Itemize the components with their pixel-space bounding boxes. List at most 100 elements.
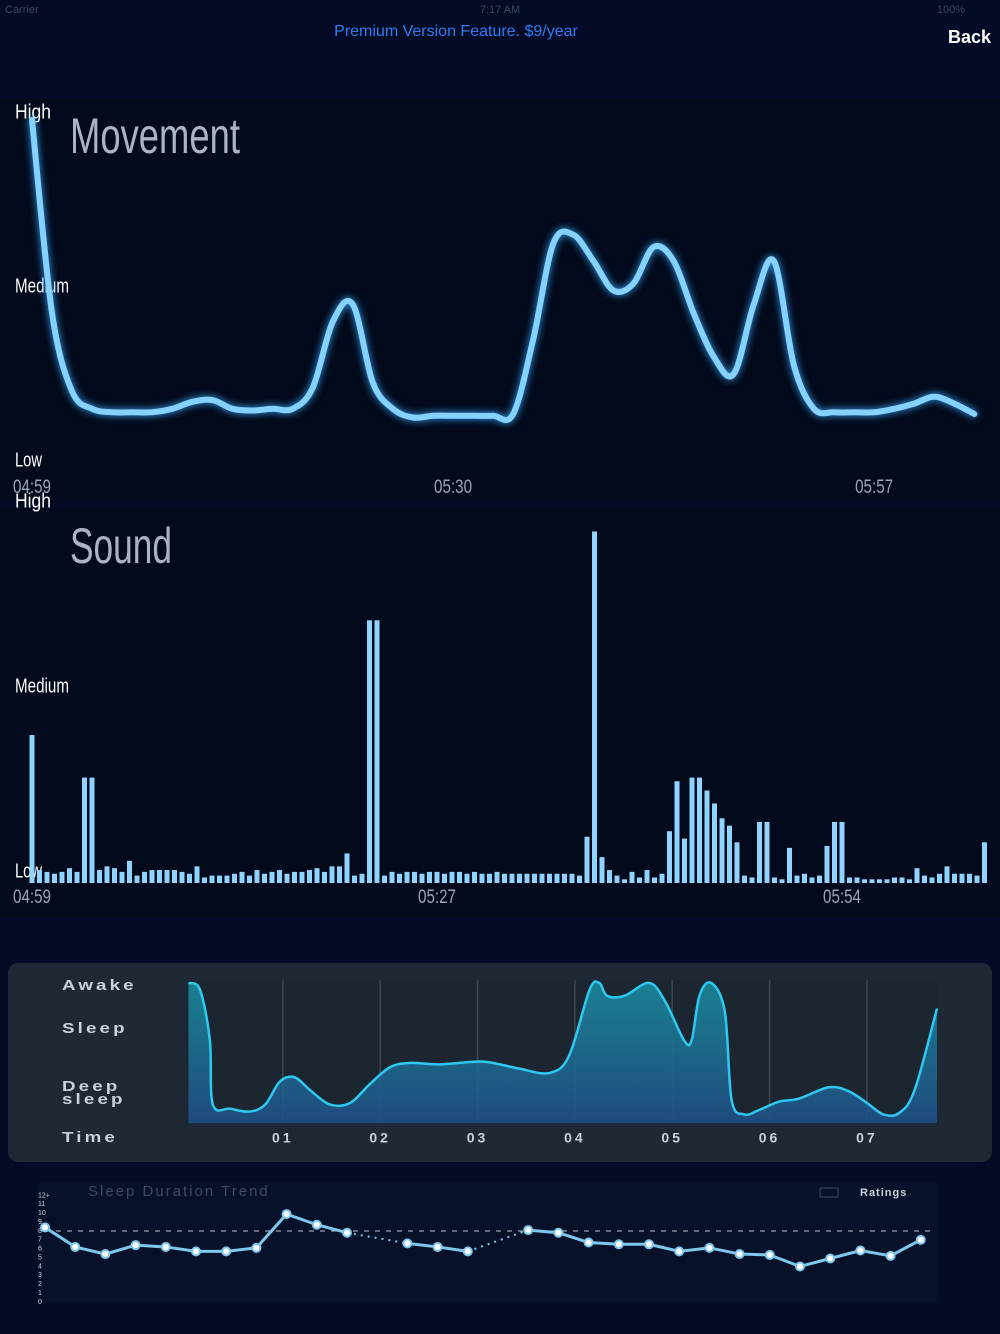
- bar: [29, 735, 35, 883]
- bar: [59, 871, 65, 883]
- premium-link[interactable]: Premium Version Feature. $9/year: [334, 23, 578, 40]
- bar: [824, 846, 830, 883]
- bar: [982, 842, 987, 883]
- point: [130, 1240, 141, 1251]
- bar: [67, 868, 72, 883]
- point: [583, 1237, 594, 1248]
- bar: [412, 871, 417, 883]
- point: [885, 1250, 896, 1261]
- bar: [742, 875, 747, 883]
- point: [855, 1245, 866, 1256]
- bar: [704, 790, 710, 883]
- x-tick-label: 02: [369, 1130, 391, 1146]
- bar: [89, 777, 95, 883]
- bar: [307, 870, 312, 883]
- bar: [262, 873, 267, 883]
- bar: [637, 877, 642, 883]
- stage-line: [187, 980, 939, 1118]
- y-tick-label: 2: [38, 1281, 42, 1288]
- point: [795, 1261, 805, 1272]
- bar: [254, 870, 260, 883]
- point: [251, 1242, 262, 1253]
- bar: [37, 870, 42, 883]
- battery: 100%: [937, 4, 965, 16]
- bar: [382, 875, 387, 883]
- point: [523, 1225, 534, 1236]
- bar: [892, 877, 897, 883]
- bar: [292, 871, 297, 883]
- bar: [52, 873, 57, 883]
- bar: [344, 853, 350, 883]
- bar: [217, 875, 222, 883]
- trend-panel: [38, 1183, 938, 1303]
- y-tick-label: Medium: [15, 675, 69, 697]
- point: [734, 1249, 745, 1260]
- bar: [584, 836, 590, 883]
- y-tick-label: 9: [38, 1219, 42, 1226]
- bar: [389, 871, 395, 883]
- x-tick-label: 04:59: [13, 477, 51, 498]
- bar: [97, 870, 102, 883]
- point: [70, 1241, 81, 1252]
- bar: [337, 866, 342, 883]
- y-tick-label: 12+: [38, 1192, 50, 1199]
- bar: [284, 873, 290, 883]
- x-tick-label: 05:57: [855, 477, 893, 498]
- point: [613, 1239, 624, 1250]
- bar: [914, 868, 920, 883]
- y-tick-label: 6: [38, 1246, 42, 1253]
- bar: [44, 871, 50, 883]
- bar: [817, 875, 822, 883]
- bar: [974, 875, 980, 883]
- clock: 7:17 AM: [480, 4, 520, 16]
- bar: [569, 873, 575, 883]
- legend-swatch: [819, 1187, 839, 1198]
- bar: [119, 871, 125, 883]
- bar: [907, 879, 912, 883]
- x-tick-label: 03: [467, 1130, 489, 1146]
- bar: [82, 777, 87, 883]
- y-tick-label: 11: [38, 1201, 45, 1208]
- bar: [374, 620, 380, 883]
- point: [674, 1246, 685, 1257]
- bar: [839, 821, 845, 883]
- bar: [884, 879, 890, 883]
- x-tick-label: 06: [759, 1130, 781, 1146]
- x-axis-label: Time: [62, 1129, 118, 1146]
- y-tick-label: Deep sleep: [62, 1077, 126, 1108]
- back-button[interactable]: Back: [948, 27, 992, 47]
- point: [644, 1239, 654, 1250]
- bar: [74, 871, 80, 883]
- point: [553, 1227, 564, 1238]
- x-tick-label: 01: [272, 1130, 294, 1146]
- bar: [592, 531, 597, 883]
- bar: [937, 873, 942, 883]
- chart-title: Sound: [70, 518, 172, 574]
- bar: [314, 868, 320, 883]
- y-tick-label: 0: [38, 1299, 42, 1306]
- bar: [599, 857, 605, 883]
- bar: [142, 871, 147, 883]
- bar: [577, 875, 582, 883]
- bar: [854, 877, 860, 883]
- bar: [877, 879, 882, 883]
- bar: [629, 871, 635, 883]
- y-tick-label: Low: [15, 449, 42, 471]
- x-tick-label: 04:59: [13, 887, 51, 908]
- y-tick-label: 1: [38, 1290, 42, 1297]
- bar: [449, 871, 455, 883]
- bar: [134, 875, 140, 883]
- bar: [727, 825, 732, 883]
- bar: [127, 860, 132, 883]
- point: [825, 1253, 836, 1264]
- bar: [464, 873, 470, 883]
- y-tick-label: Medium: [15, 275, 69, 297]
- bar: [149, 870, 155, 883]
- bar: [359, 873, 365, 883]
- point: [402, 1238, 413, 1249]
- bar: [547, 873, 552, 883]
- area: [188, 981, 937, 1123]
- point: [915, 1234, 926, 1245]
- y-tick-label: Low: [15, 860, 42, 882]
- point: [221, 1246, 232, 1257]
